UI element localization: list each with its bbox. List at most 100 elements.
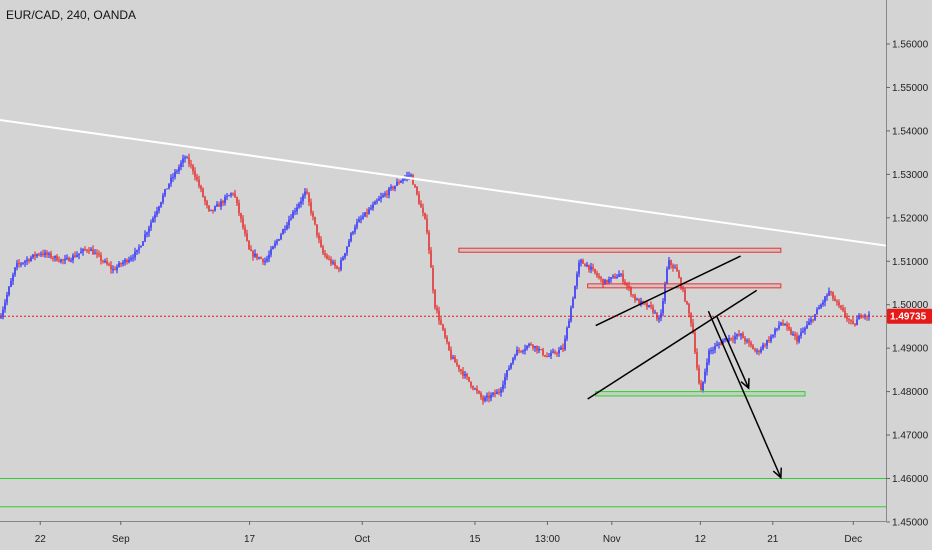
resistance-zone xyxy=(587,283,782,289)
candle-body xyxy=(70,260,72,262)
candle-body xyxy=(204,196,206,202)
candle-body xyxy=(282,229,284,235)
candle-body xyxy=(84,249,86,251)
candle-body xyxy=(342,257,344,261)
candle-body xyxy=(512,358,514,364)
candle-body xyxy=(536,345,538,351)
candle-body xyxy=(492,392,494,395)
candle-body xyxy=(660,313,662,319)
candle-body xyxy=(712,349,714,351)
candle-body xyxy=(836,300,838,303)
candle-body xyxy=(476,388,478,392)
candle-body xyxy=(222,201,224,204)
candle-body xyxy=(524,348,526,351)
candle-body xyxy=(528,343,530,346)
candle-body xyxy=(734,336,736,340)
candle-body xyxy=(798,336,800,342)
candle-body xyxy=(244,227,246,234)
candle-body xyxy=(646,303,648,308)
candle-body xyxy=(666,268,668,284)
candle-body xyxy=(30,257,32,261)
candle-body xyxy=(506,370,508,378)
candle-body xyxy=(688,304,690,314)
projection-arrow-head xyxy=(740,378,750,390)
time-tick-label: 12 xyxy=(695,534,707,545)
candle-body xyxy=(232,193,234,195)
candle-body xyxy=(256,253,258,259)
candle-body xyxy=(586,264,588,267)
candle-body xyxy=(212,209,214,211)
candle-body xyxy=(470,381,472,387)
candle-body xyxy=(794,333,796,336)
candle-body xyxy=(440,320,442,325)
candle-body xyxy=(844,310,846,316)
candle-body xyxy=(258,257,260,259)
candle-body xyxy=(834,298,836,301)
candle-body xyxy=(694,332,696,353)
candle-body xyxy=(352,231,354,234)
candle-body xyxy=(336,266,338,269)
candle-body xyxy=(198,179,200,186)
candle-body xyxy=(184,157,186,159)
candle-body xyxy=(560,347,562,350)
candle-body xyxy=(4,302,6,310)
candle-body xyxy=(780,322,782,326)
candle-body xyxy=(8,286,10,295)
candle-body xyxy=(856,319,858,326)
candle-body xyxy=(602,278,604,285)
price-tick-label: 1.47000 xyxy=(892,431,929,442)
candle-body xyxy=(400,180,402,183)
time-axis-ticks: 22 Sep 17 Oct 15 13:00 Nov 12 21 Dec xyxy=(35,521,862,545)
candle-body xyxy=(292,211,294,219)
candle-body xyxy=(700,383,702,391)
candle-body xyxy=(392,186,394,189)
candle-body xyxy=(394,185,396,189)
candle-body xyxy=(484,397,486,401)
candle-body xyxy=(618,274,620,277)
candle-body xyxy=(842,307,844,311)
candle-body xyxy=(318,235,320,240)
candle-body xyxy=(362,216,364,219)
candle-body xyxy=(34,254,36,257)
candle-body xyxy=(718,343,720,345)
candle-body xyxy=(130,258,132,260)
candle-body xyxy=(54,255,56,259)
candle-body xyxy=(752,345,754,350)
candle-body xyxy=(542,349,544,356)
candle-body xyxy=(816,309,818,315)
candle-body xyxy=(386,193,388,196)
price-tick-label: 1.55000 xyxy=(892,83,929,94)
candle-body xyxy=(684,289,686,302)
candle-body xyxy=(328,258,330,260)
candle-body xyxy=(464,373,466,376)
candle-body xyxy=(814,314,816,321)
candle-body xyxy=(654,312,656,314)
candle-body xyxy=(178,166,180,171)
candle-body xyxy=(584,263,586,267)
candle-body xyxy=(308,193,310,203)
candle-body xyxy=(350,233,352,242)
candle-body xyxy=(472,386,474,389)
candle-body xyxy=(168,183,170,189)
candles xyxy=(0,153,870,405)
candle-body xyxy=(632,294,634,296)
candle-body xyxy=(594,269,596,273)
candle-body xyxy=(546,356,548,358)
candle-body xyxy=(796,335,798,342)
candle-body xyxy=(728,337,730,341)
candle-body xyxy=(398,182,400,184)
price-tick-label: 1.48000 xyxy=(892,387,929,398)
candle-body xyxy=(548,355,550,357)
candle-body xyxy=(176,170,178,172)
candle-body xyxy=(850,320,852,322)
candle-body xyxy=(14,267,16,275)
resistance-zone xyxy=(458,247,782,253)
candle-body xyxy=(600,277,602,279)
candle-body xyxy=(670,260,672,265)
candle-body xyxy=(202,189,204,197)
candle-body xyxy=(332,262,334,264)
candle-body xyxy=(324,253,326,256)
candle-body xyxy=(180,162,182,167)
candle-body xyxy=(810,319,812,322)
candle-body xyxy=(450,350,452,359)
